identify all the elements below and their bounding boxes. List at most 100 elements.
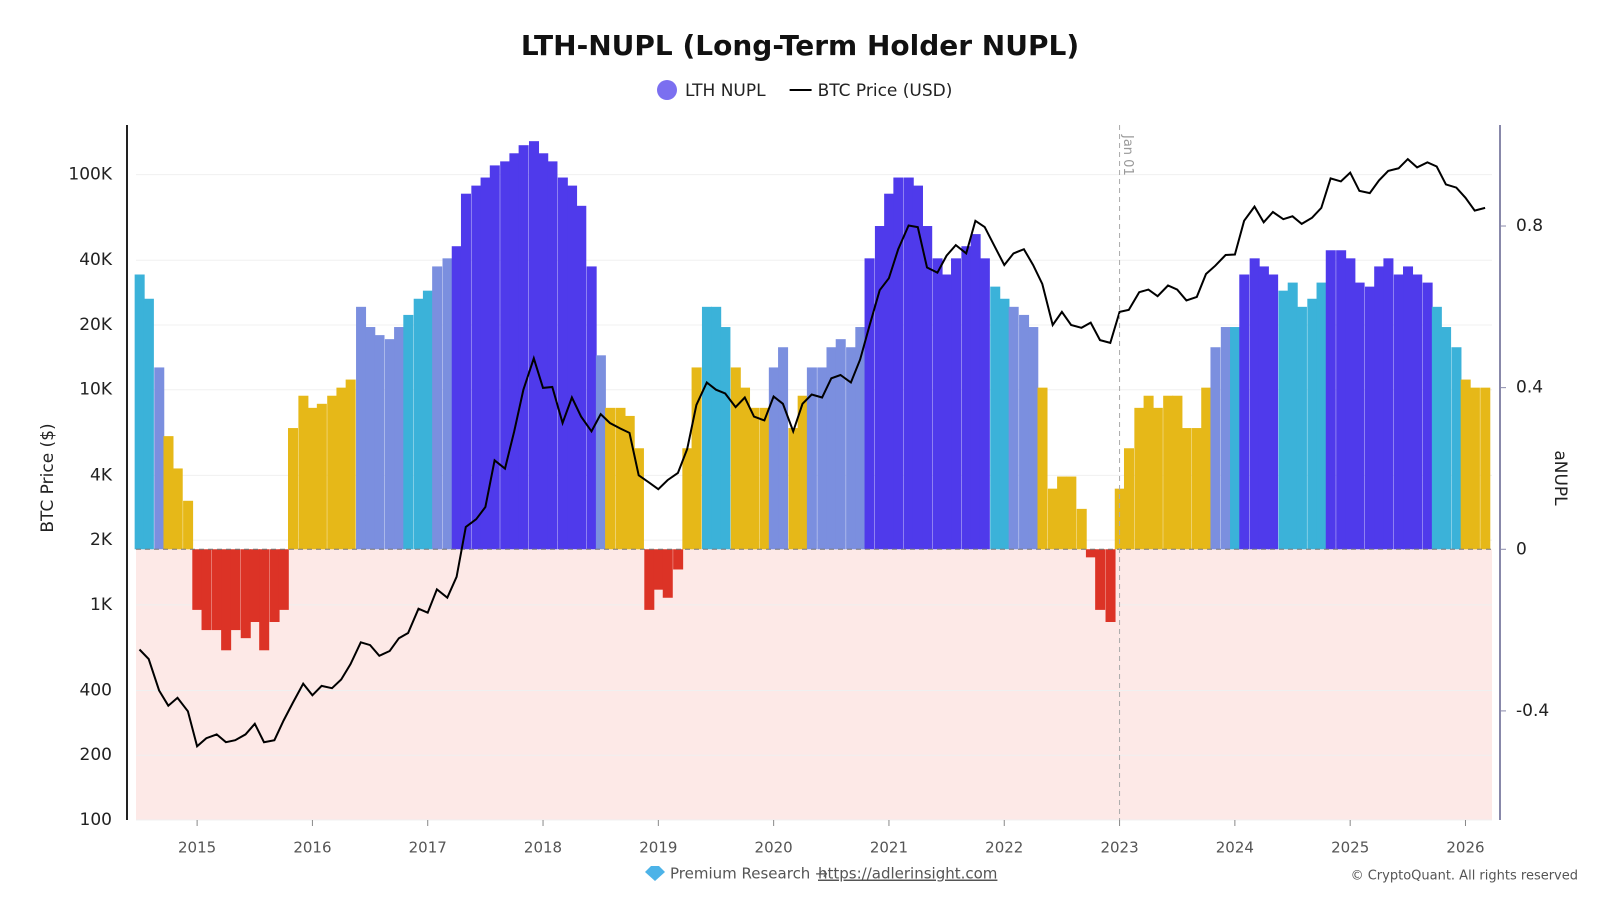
x-tick-label: 2020 <box>755 839 793 857</box>
nupl-bar <box>211 549 222 631</box>
nupl-bar <box>1201 387 1212 550</box>
nupl-bar <box>1316 282 1327 550</box>
nupl-bar <box>846 347 857 550</box>
nupl-bar <box>1307 298 1318 550</box>
legend-swatch <box>657 80 677 100</box>
y-tick-label: 100 <box>80 810 112 830</box>
nupl-bar <box>1268 274 1279 550</box>
nupl-bar <box>1163 395 1174 550</box>
nupl-bar <box>1354 282 1365 550</box>
x-tick-label: 2021 <box>870 839 908 857</box>
chart-title: LTH-NUPL (Long-Term Holder NUPL) <box>521 29 1079 62</box>
nupl-bar <box>1239 274 1250 550</box>
nupl-bar <box>1441 327 1452 550</box>
nupl-bar <box>1019 314 1030 550</box>
nupl-bar <box>633 448 644 550</box>
nupl-bar <box>143 298 154 550</box>
nupl-bar <box>884 193 895 550</box>
nupl-bar <box>961 246 972 550</box>
nupl-bar <box>979 258 990 550</box>
nupl-bar <box>1037 387 1048 550</box>
nupl-bar <box>192 549 203 610</box>
nupl-bar <box>1066 476 1077 550</box>
nupl-bar <box>451 246 462 550</box>
nupl-bar <box>518 145 529 550</box>
x-tick-label: 2016 <box>293 839 331 857</box>
nupl-bar <box>893 177 904 550</box>
nupl-bar <box>307 407 318 550</box>
nupl-bar <box>1047 488 1058 550</box>
nupl-bar <box>711 306 722 550</box>
nupl-bar <box>797 395 808 550</box>
x-tick-label: 2018 <box>524 839 562 857</box>
nupl-bar <box>912 185 923 550</box>
nupl-bar <box>1451 347 1462 550</box>
annotation-label: Jan 01 <box>1120 134 1135 176</box>
nupl-bar <box>701 306 712 550</box>
nupl-bar <box>1134 407 1145 550</box>
y-tick-label: 4K <box>90 465 113 485</box>
nupl-bar <box>662 549 673 598</box>
nupl-bar <box>1085 549 1096 558</box>
nupl-bar <box>864 258 875 550</box>
footer-copyright: © CryptoQuant. All rights reserved <box>1351 869 1578 884</box>
nupl-bar <box>740 387 751 550</box>
nupl-bar <box>509 153 520 550</box>
nupl-bar <box>1123 448 1134 550</box>
nupl-bar <box>1403 266 1414 550</box>
nupl-bar <box>240 549 251 639</box>
nupl-bar <box>817 367 828 550</box>
x-tick-label: 2017 <box>409 839 447 857</box>
nupl-bar <box>999 298 1010 550</box>
nupl-bar <box>557 177 568 550</box>
legend: LTH NUPL BTC Price (USD) <box>657 80 952 101</box>
y-axis-label: BTC Price ($) <box>38 423 58 532</box>
nupl-bar <box>1192 428 1203 550</box>
nupl-bar <box>1278 290 1289 550</box>
x-tick-label: 2023 <box>1100 839 1138 857</box>
y-tick-label: 40K <box>79 250 113 270</box>
nupl-bar <box>903 177 914 550</box>
nupl-bar <box>374 335 385 550</box>
x-tick-label: 2019 <box>639 839 677 857</box>
nupl-bar <box>422 290 433 550</box>
footer-left: Premium Research → <box>670 865 828 883</box>
negative-zone <box>136 549 1492 820</box>
nupl-bar <box>806 367 817 550</box>
nupl-bar <box>500 161 511 550</box>
nupl-bar <box>1345 258 1356 550</box>
nupl-bar <box>932 258 943 550</box>
nupl-bar <box>172 468 183 550</box>
nupl-bar <box>1364 286 1375 550</box>
nupl-bar <box>1220 327 1231 550</box>
y-tick-label: 1K <box>90 595 113 615</box>
nupl-bar <box>567 185 578 550</box>
nupl-bar <box>432 266 443 550</box>
nupl-bar <box>605 407 616 550</box>
x-tick-label: 2022 <box>985 839 1023 857</box>
nupl-bar <box>547 161 558 550</box>
nupl-bar <box>778 347 789 550</box>
nupl-bar <box>788 428 799 550</box>
nupl-bar <box>403 314 414 550</box>
nupl-bar <box>615 407 626 550</box>
nupl-bar <box>345 379 356 550</box>
nupl-bar <box>489 165 500 550</box>
nupl-bar <box>1230 327 1241 550</box>
x-tick-label: 2024 <box>1216 839 1254 857</box>
nupl-bar <box>1412 274 1423 550</box>
nupl-bar <box>691 367 702 550</box>
nupl-bar <box>413 298 424 550</box>
nupl-bar <box>316 403 327 550</box>
nupl-bar <box>720 327 731 550</box>
nupl-bar <box>586 266 597 550</box>
legend-label: BTC Price (USD) <box>818 81 953 101</box>
nupl-bar <box>1008 306 1019 550</box>
nupl-bar <box>288 428 299 550</box>
footer-link[interactable]: https://adlerinsight.com <box>818 865 997 883</box>
nupl-bar <box>154 367 165 550</box>
nupl-bar <box>990 286 1001 550</box>
nupl-bar <box>460 193 471 550</box>
y-tick-label: 2K <box>90 530 113 550</box>
nupl-bar <box>673 549 684 570</box>
